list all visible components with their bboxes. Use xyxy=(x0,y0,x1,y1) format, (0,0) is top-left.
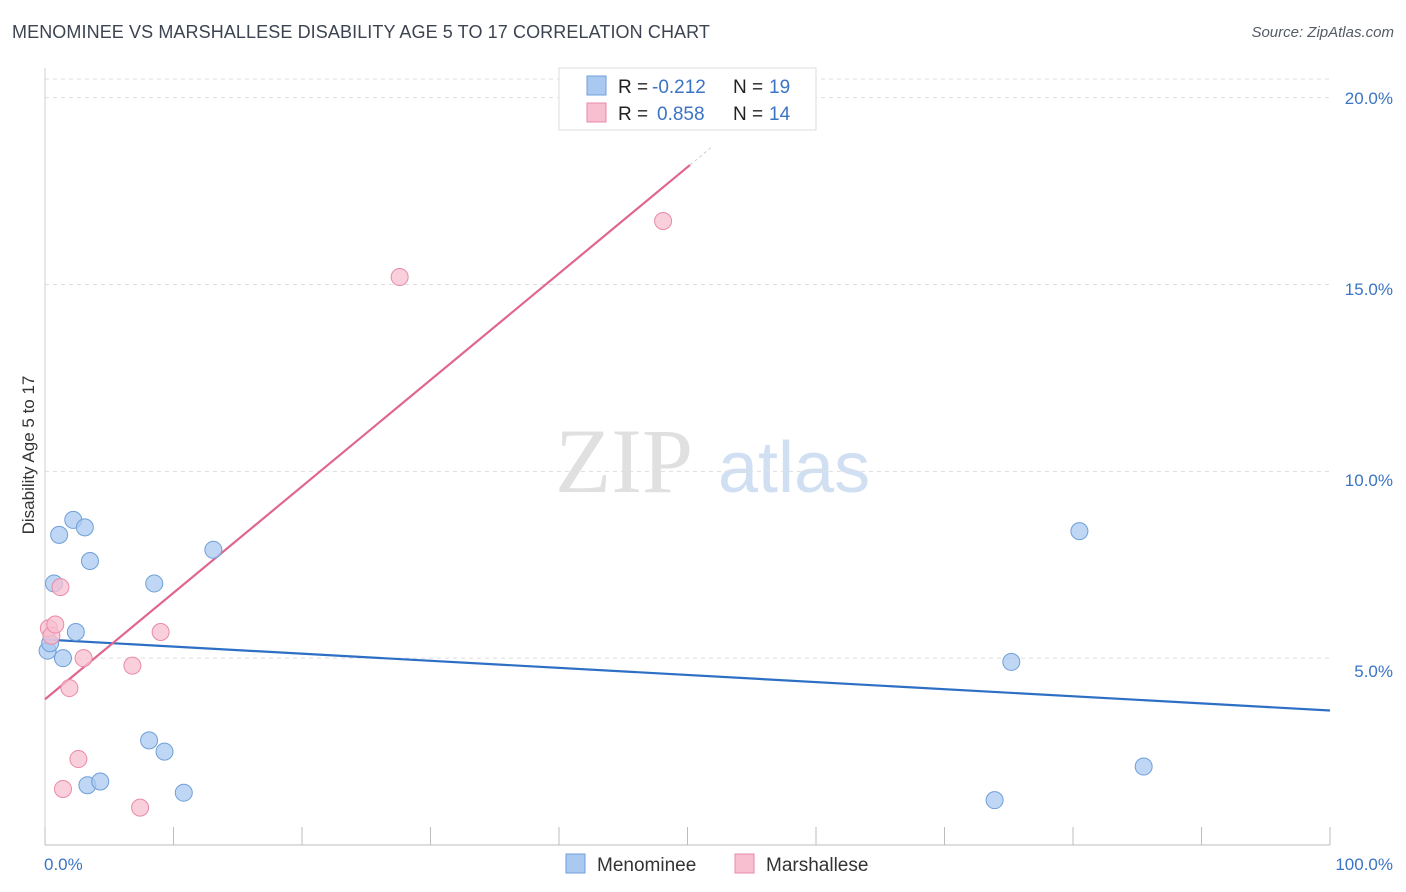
point-marshallese-4 xyxy=(53,779,72,798)
point-menominee-4 xyxy=(53,649,72,668)
trend-extension-marshallese xyxy=(689,145,714,166)
point-menominee-12 xyxy=(145,574,164,593)
point-menominee-3 xyxy=(50,525,69,544)
point-menominee-9 xyxy=(80,552,99,571)
point-menominee-17 xyxy=(1002,652,1021,671)
point-menominee-7 xyxy=(75,518,94,537)
series-legend: Menominee Marshallese xyxy=(565,853,868,876)
legend-n-label-menominee: N = xyxy=(733,77,763,98)
legend-n-value-marshallese: 14 xyxy=(769,104,791,125)
x-tick-label-max: 100.0% xyxy=(1335,855,1393,874)
point-marshallese-7 xyxy=(74,649,93,668)
chart-title: MENOMINEE VS MARSHALLESE DISABILITY AGE … xyxy=(12,22,711,42)
series-legend-label-marshallese: Marshallese xyxy=(766,855,868,876)
series-legend-swatch-marshallese xyxy=(734,853,755,874)
legend-n-value-menominee: 19 xyxy=(769,77,790,98)
axis-layer xyxy=(44,68,1331,846)
point-menominee-10 xyxy=(91,772,110,791)
legend-n-label-marshallese: N = xyxy=(733,104,763,125)
y-tick-label-5: 5.0% xyxy=(1354,662,1393,681)
watermark-atlas: atlas xyxy=(718,428,870,508)
points-layer xyxy=(38,211,1153,817)
point-menominee-15 xyxy=(204,540,223,559)
y-tick-label-15: 15.0% xyxy=(1345,280,1393,299)
point-menominee-14 xyxy=(174,783,193,802)
point-marshallese-3 xyxy=(51,578,70,597)
point-menominee-6 xyxy=(66,623,85,642)
trend-line-menominee xyxy=(44,638,1331,712)
point-marshallese-6 xyxy=(69,750,88,769)
trend-layer xyxy=(44,145,1331,712)
point-menominee-13 xyxy=(155,742,174,761)
point-marshallese-9 xyxy=(131,798,150,817)
point-marshallese-11 xyxy=(390,268,409,287)
legend-swatch-marshallese xyxy=(586,102,607,123)
trend-line-marshallese xyxy=(44,164,691,701)
point-marshallese-5 xyxy=(60,679,79,698)
point-menominee-18 xyxy=(1070,522,1089,541)
legend-r-label-marshallese: R = xyxy=(618,104,648,125)
series-legend-swatch-menominee xyxy=(565,853,586,874)
point-menominee-19 xyxy=(1134,757,1153,776)
point-marshallese-12 xyxy=(654,211,673,230)
x-tick-label-min: 0.0% xyxy=(44,855,83,874)
stats-legend: R = -0.212 N = 19 R = 0.858 N = 14 xyxy=(558,67,817,131)
y-tick-label-10: 10.0% xyxy=(1345,471,1393,490)
y-axis-title: Disability Age 5 to 17 xyxy=(19,376,38,535)
source-credit: Source: ZipAtlas.com xyxy=(1251,24,1394,41)
point-menominee-11 xyxy=(140,731,159,750)
legend-r-value-marshallese: 0.858 xyxy=(657,104,705,125)
legend-swatch-menominee xyxy=(586,75,607,96)
y-tick-label-20: 20.0% xyxy=(1345,89,1393,108)
legend-r-value-menominee: -0.212 xyxy=(652,77,706,98)
legend-r-label-menominee: R = xyxy=(618,77,648,98)
point-marshallese-2 xyxy=(46,615,65,634)
point-marshallese-8 xyxy=(123,656,142,675)
series-legend-label-menominee: Menominee xyxy=(597,855,696,876)
point-menominee-16 xyxy=(985,791,1004,810)
point-marshallese-10 xyxy=(151,623,170,642)
watermark-zip: ZIP xyxy=(555,410,693,512)
